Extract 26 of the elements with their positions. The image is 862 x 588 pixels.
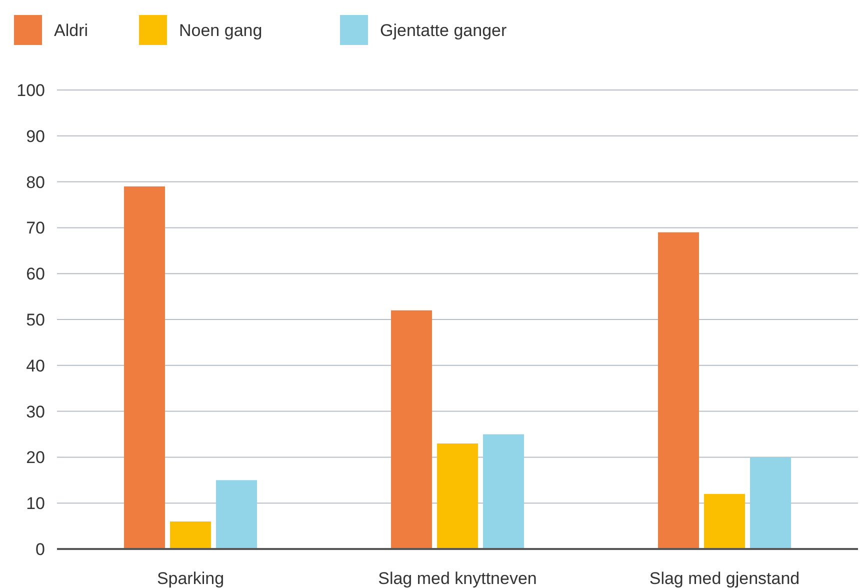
legend-label: Gjentatte ganger bbox=[380, 20, 507, 40]
bar bbox=[391, 310, 432, 549]
bar bbox=[124, 186, 165, 549]
bar bbox=[216, 480, 257, 549]
y-tick-label: 10 bbox=[26, 494, 45, 514]
x-tick-label: Slag med knyttneven bbox=[378, 569, 537, 588]
y-tick-label: 50 bbox=[26, 310, 45, 330]
bar bbox=[483, 434, 524, 549]
legend-label: Aldri bbox=[54, 20, 88, 40]
bar bbox=[750, 457, 791, 549]
y-tick-label: 40 bbox=[26, 356, 45, 376]
y-tick-label: 80 bbox=[26, 172, 45, 192]
y-tick-label: 70 bbox=[26, 218, 45, 238]
y-tick-label: 30 bbox=[26, 402, 45, 422]
x-tick-label: Slag med gjenstand bbox=[649, 569, 800, 588]
y-tick-label: 90 bbox=[26, 126, 45, 146]
bar bbox=[704, 494, 745, 549]
y-tick-label: 100 bbox=[16, 80, 45, 100]
y-tick-label: 0 bbox=[36, 540, 45, 559]
y-tick-label: 60 bbox=[26, 264, 45, 284]
bar bbox=[437, 443, 478, 549]
bar bbox=[170, 521, 211, 549]
legend-label: Noen gang bbox=[179, 20, 262, 40]
bar bbox=[658, 232, 699, 549]
y-tick-label: 20 bbox=[26, 448, 45, 468]
x-tick-label: Sparking bbox=[156, 569, 224, 588]
